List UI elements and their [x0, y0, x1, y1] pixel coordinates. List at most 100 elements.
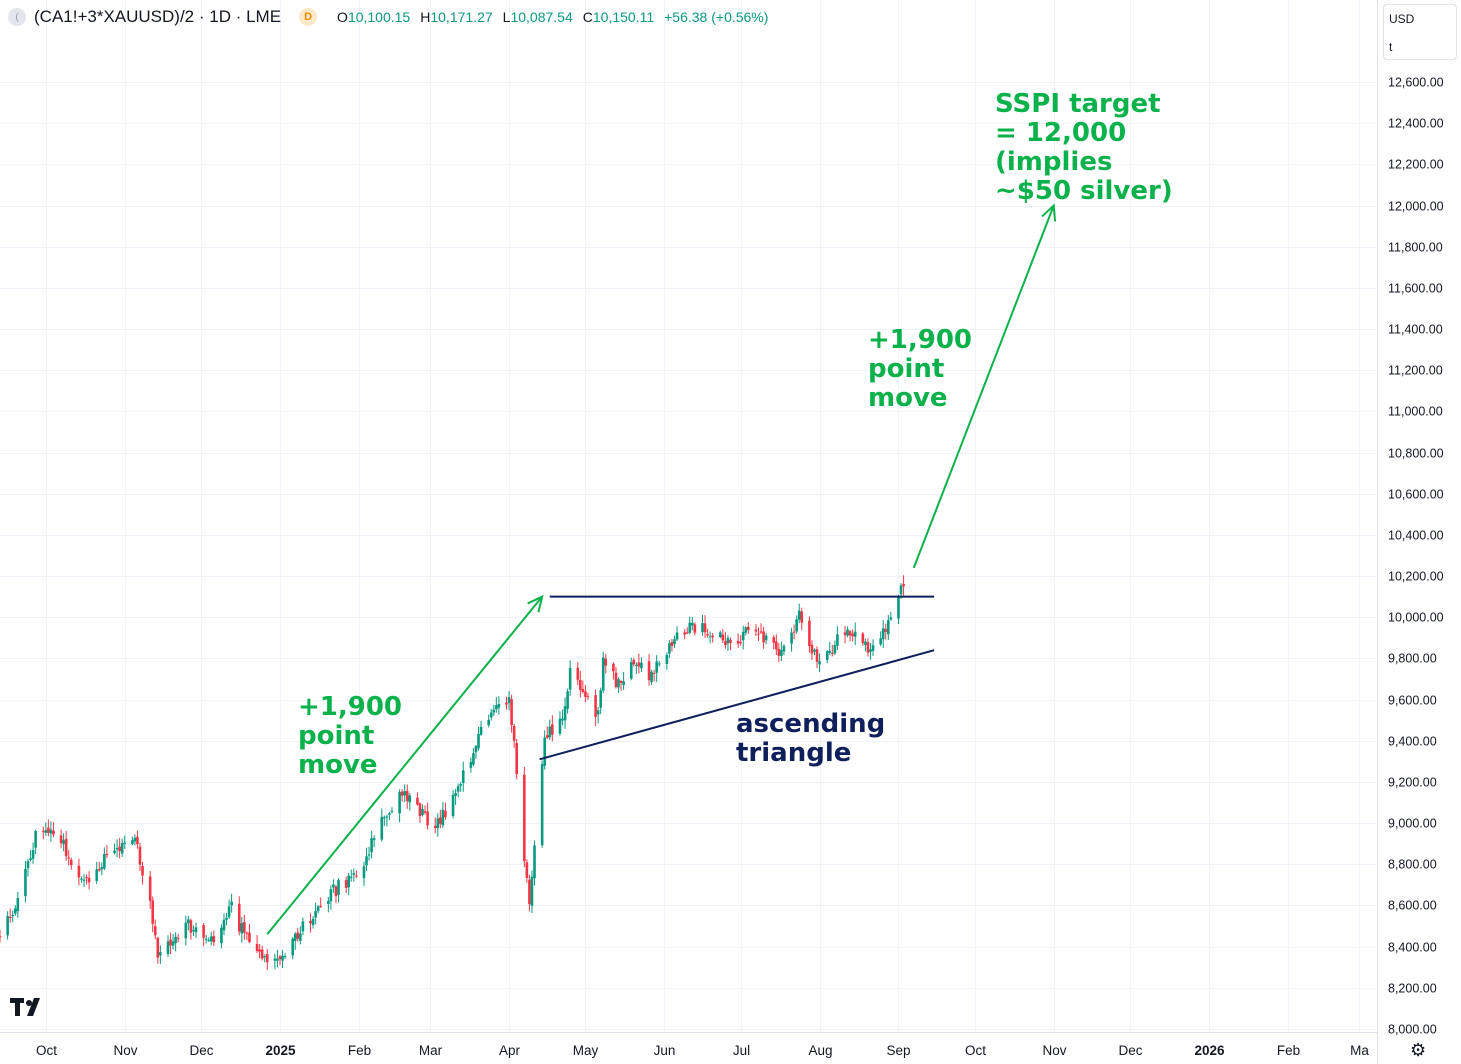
candle-down — [212, 936, 216, 943]
candle-down — [505, 702, 508, 705]
tradingview-logo-icon[interactable] — [10, 996, 48, 1018]
drawn-trendlines[interactable] — [539, 595, 935, 761]
candle-up — [113, 850, 116, 854]
candle-up — [337, 880, 340, 895]
candle-down — [685, 632, 689, 634]
first-move-arrow[interactable] — [266, 596, 543, 935]
candle-up — [131, 840, 134, 845]
price-tick-label: 9,800.00 — [1388, 652, 1437, 666]
candle-down — [831, 652, 834, 654]
target-label-line-3: (implies — [995, 147, 1112, 177]
candle-down — [248, 932, 251, 943]
time-tick-label: Feb — [1277, 1043, 1300, 1058]
candle-up — [44, 830, 48, 833]
candle-down — [151, 900, 155, 924]
candle-up — [566, 691, 569, 709]
candle-up — [828, 650, 832, 653]
candle-up — [329, 889, 333, 902]
candle-up — [100, 867, 104, 870]
projected-move-arrow[interactable] — [912, 205, 1055, 569]
candle-down — [237, 903, 241, 932]
candle-down — [848, 631, 852, 636]
candle-up — [82, 879, 86, 881]
candle-down — [309, 920, 312, 924]
candle-down — [77, 865, 81, 878]
low-label: L — [502, 9, 511, 25]
time-axis[interactable]: Oct Nov Dec 2025 Feb Mar Apr May Jun Jul Aug Sep Oct… — [36, 1043, 1369, 1058]
candle-up — [617, 679, 620, 688]
candle-up — [708, 636, 712, 638]
price-tick-label: 11,400.00 — [1388, 323, 1443, 337]
candle-down — [693, 624, 697, 633]
symbol-title[interactable]: (CA1!+3*XAUUSD)/2 · 1D · LME — [34, 7, 282, 26]
candle-up — [533, 845, 536, 879]
drawn-arrows[interactable] — [266, 203, 1057, 935]
time-tick-label: Sep — [886, 1043, 910, 1058]
candle-up — [380, 816, 384, 840]
price-tick-label: 8,400.00 — [1388, 941, 1437, 955]
price-tick-label: 12,600.00 — [1388, 76, 1444, 90]
triangle-label[interactable]: ascending triangle — [736, 709, 885, 768]
price-tick-label: 11,800.00 — [1388, 241, 1443, 255]
symbol-logo-icon[interactable]: ( — [8, 8, 26, 26]
time-tick-label: Jul — [733, 1043, 750, 1058]
candle-down — [69, 859, 73, 866]
candle-down — [703, 623, 707, 633]
second-move-label[interactable]: +1,900 point move — [868, 325, 972, 413]
candle-down — [739, 642, 742, 644]
candle-up — [492, 709, 496, 713]
candle-up — [782, 645, 786, 652]
time-tick-label: Nov — [113, 1043, 137, 1058]
price-axis[interactable]: 8,000.00 8,200.00 8,400.00 8,600.00 8,800.00… — [1388, 76, 1444, 1037]
price-tick-label: 12,200.00 — [1388, 158, 1444, 172]
low-value: 10,087.54 — [510, 9, 573, 25]
candle-down — [52, 830, 55, 835]
currency-unit-selector[interactable]: USD t — [1383, 4, 1457, 60]
support-trendline[interactable] — [539, 649, 935, 761]
candle-down — [759, 631, 763, 633]
candle-up — [11, 915, 15, 917]
candle-down — [632, 659, 636, 665]
candle-down — [604, 658, 608, 666]
first-move-label[interactable]: +1,900 point move — [298, 692, 402, 780]
candle-down — [141, 866, 144, 876]
candle-up — [599, 690, 602, 708]
candle-up — [62, 840, 65, 845]
candle-up — [421, 809, 424, 816]
candle-down — [169, 939, 172, 946]
price-tick-label: 9,600.00 — [1388, 694, 1437, 708]
candle-down — [512, 725, 516, 741]
candle-down — [439, 817, 442, 824]
candle-up — [49, 829, 53, 834]
candle-up — [640, 662, 643, 669]
candle-down — [637, 662, 641, 667]
candle-up — [887, 620, 890, 635]
candle-up — [115, 848, 119, 850]
candle-up — [408, 795, 412, 803]
candle-up — [701, 623, 704, 633]
candle-down — [444, 810, 447, 818]
candle-down — [902, 583, 905, 587]
interval-badge[interactable]: D — [299, 8, 318, 26]
target-label[interactable]: SSPI target = 12,000 (implies ~$50 silve… — [995, 89, 1173, 206]
candle-up — [881, 628, 885, 640]
candle-up — [314, 911, 317, 918]
time-tick-label: Oct — [965, 1043, 986, 1058]
candle-down — [334, 886, 338, 897]
candle-up — [291, 938, 295, 956]
chart-settings-gear-icon[interactable]: ⚙ — [1410, 1040, 1427, 1060]
candle-down — [148, 876, 152, 901]
candle-up — [726, 637, 730, 644]
target-label-line-1: SSPI target — [995, 89, 1161, 119]
target-label-line-2: = 12,000 — [995, 118, 1126, 148]
legend-header: ( (CA1!+3*XAUUSD)/2 · 1D · LME D O 10,10… — [8, 6, 768, 28]
candle-up — [635, 664, 638, 666]
candle-up — [398, 792, 401, 814]
open-label: O — [337, 9, 348, 25]
candle-down — [319, 905, 323, 907]
candle-up — [818, 661, 821, 665]
candle-down — [861, 633, 865, 644]
candle-up — [741, 631, 745, 641]
price-tick-label: 10,800.00 — [1388, 447, 1444, 461]
